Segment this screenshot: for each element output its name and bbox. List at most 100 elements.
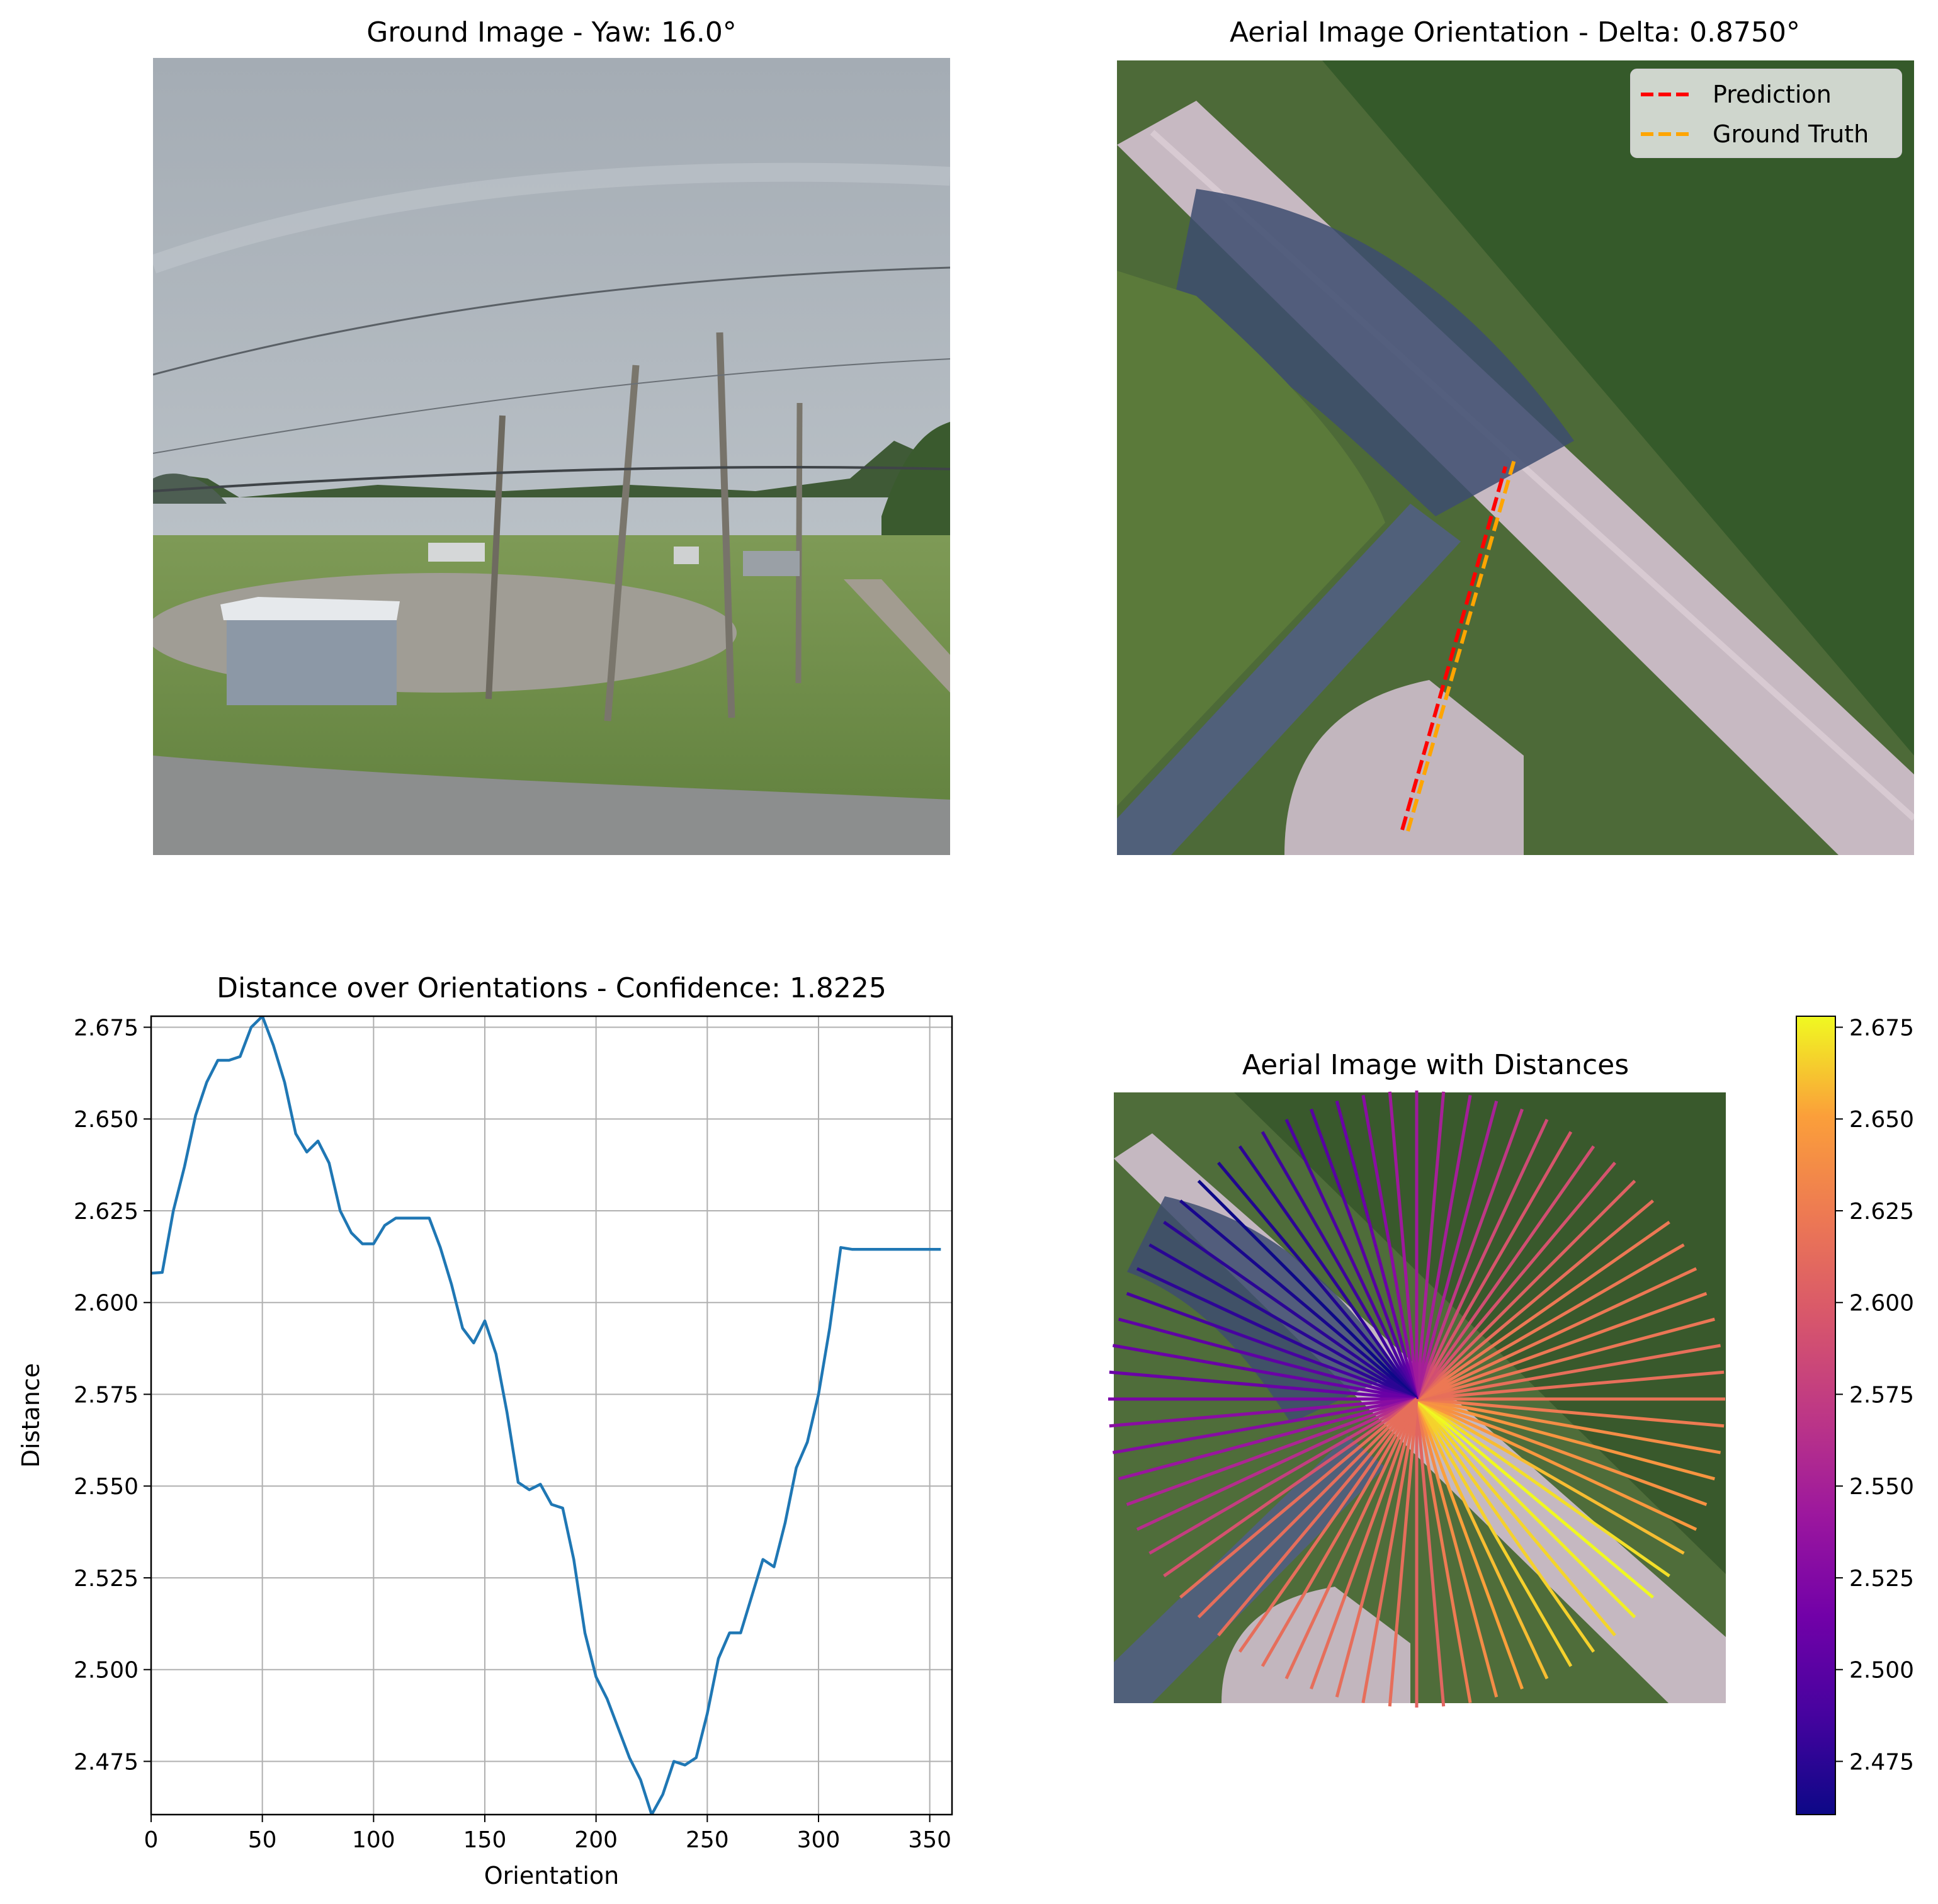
x-tick-label: 300 <box>797 1827 841 1853</box>
radial-distance-line <box>1415 1398 1499 1697</box>
radial-distance-line <box>1361 1094 1419 1400</box>
prediction-line <box>1400 466 1507 830</box>
colorbar: 2.475 2.500 2.525 2.550 2.575 2.600 2.625 2.650… <box>1796 1015 1914 1815</box>
radial-distance-line <box>1415 1267 1697 1401</box>
radial-distance-line <box>1415 1091 1446 1400</box>
colorbar-tick-label: 2.650 <box>1849 1107 1914 1133</box>
colorbar-gradient <box>1796 1016 1836 1815</box>
radial-distance-line <box>1415 1397 1697 1531</box>
ground-image <box>153 58 950 855</box>
radial-distance-line <box>1415 1398 1524 1690</box>
radial-distance-line <box>1415 1398 1472 1704</box>
radial-distance-line <box>1415 1094 1472 1400</box>
colorbar-tick-label: 2.600 <box>1849 1291 1914 1317</box>
radial-distance-line <box>1416 1370 1725 1401</box>
y-tick-label: 2.550 <box>74 1474 139 1500</box>
radial-distance-line <box>1261 1131 1419 1400</box>
ground-truth-line <box>1406 457 1517 832</box>
radial-distance-line <box>1197 1179 1418 1400</box>
radial-distance-line <box>1179 1199 1418 1400</box>
aerial-legend: Prediction Ground Truth <box>1630 69 1902 158</box>
colorbar-tick-label: 2.625 <box>1849 1199 1914 1225</box>
radial-distance-line <box>1415 1398 1573 1667</box>
x-tick-label: 150 <box>463 1827 507 1853</box>
radial-distance-line <box>1415 1398 1655 1599</box>
colorbar-tick-label: 2.500 <box>1849 1658 1914 1684</box>
radial-distance-line <box>1217 1161 1418 1400</box>
y-tick-label: 2.525 <box>74 1566 139 1592</box>
x-tick-label: 250 <box>686 1827 729 1853</box>
x-tick-label: 350 <box>908 1827 951 1853</box>
radial-distance-line <box>1416 1397 1708 1506</box>
radial-distance-line <box>1415 1243 1685 1401</box>
radial-distance-line <box>1148 1243 1418 1401</box>
radial-distance-line <box>1415 1398 1549 1680</box>
y-tick-label: 2.600 <box>74 1291 139 1317</box>
grid <box>150 1016 952 1815</box>
x-tick-label: 50 <box>248 1827 277 1853</box>
radial-distance-line <box>1415 1145 1595 1400</box>
radial-distance-line <box>1179 1398 1418 1599</box>
radial-distance-line <box>1163 1397 1418 1578</box>
radial-distance-line <box>1238 1145 1419 1400</box>
distance-line-chart: 0 50 100 150 200 250 300 350 2.475 2.500 2.525 2.55… <box>17 1015 953 1890</box>
radial-distance-line <box>1416 1397 1715 1481</box>
colorbar-tick-label: 2.675 <box>1849 1015 1914 1041</box>
colorbar-tick-label: 2.550 <box>1849 1474 1914 1500</box>
y-axis-label: Distance <box>17 1363 45 1468</box>
radial-distance-line <box>1416 1397 1721 1454</box>
aerial-image <box>1117 60 1914 855</box>
radial-distance-line <box>1112 1344 1417 1401</box>
ground-image-title: Ground Image - Yaw: 16.0° <box>366 16 737 48</box>
radial-distance-line <box>1415 1397 1670 1578</box>
radial-distance-line <box>1261 1398 1419 1667</box>
radial-distance-line <box>1415 1398 1616 1637</box>
radial-distance-line <box>1415 1199 1655 1400</box>
radial-distance-line <box>1310 1108 1419 1400</box>
radial-distance-line <box>1415 1101 1499 1400</box>
y-tick-label: 2.575 <box>74 1382 139 1408</box>
x-axis-label: Orientation <box>484 1862 620 1890</box>
legend-prediction-label: Prediction <box>1713 81 1832 108</box>
legend-ground-truth-label: Ground Truth <box>1713 120 1869 148</box>
radial-distance-line <box>1197 1398 1418 1619</box>
radial-distance-line <box>1416 1292 1708 1401</box>
aerial-orientation-title: Aerial Image Orientation - Delta: 0.8750… <box>1230 16 1800 48</box>
radial-distance-line <box>1415 1131 1573 1400</box>
y-tick-label: 2.475 <box>74 1749 139 1775</box>
radial-distance-line <box>1415 1161 1616 1400</box>
radial-distance-line <box>1415 1397 1685 1555</box>
radial-distance-line <box>1415 1398 1595 1653</box>
radial-distance-line <box>1416 1397 1725 1428</box>
radial-distance-line <box>1284 1118 1419 1400</box>
radial-distance-line <box>1335 1398 1419 1697</box>
radial-distance-line <box>1415 1108 1524 1400</box>
radial-distance-line <box>1415 1398 1636 1619</box>
radial-distance-line <box>1118 1317 1417 1401</box>
x-tick-label: 200 <box>574 1827 618 1853</box>
radial-distance-lines <box>1108 1091 1725 1708</box>
radial-distance-line <box>1118 1397 1417 1481</box>
radial-distance-line <box>1112 1397 1417 1454</box>
radial-distance-line <box>1284 1398 1419 1680</box>
radial-distance-line <box>1310 1398 1419 1690</box>
radial-distance-line <box>1126 1292 1417 1401</box>
radial-distance-line <box>1109 1370 1417 1401</box>
colorbar-tick-label: 2.475 <box>1849 1749 1914 1775</box>
radial-distance-line <box>1388 1398 1419 1707</box>
y-tick-label: 2.675 <box>74 1015 139 1041</box>
x-tick-label: 0 <box>144 1827 159 1853</box>
radial-distance-line <box>1415 1220 1670 1401</box>
distance-series-line <box>151 1016 941 1815</box>
radial-distance-line <box>1415 1398 1446 1707</box>
radial-distance-line <box>1238 1398 1419 1653</box>
radial-distance-line <box>1335 1101 1419 1400</box>
radial-distance-line <box>1415 1118 1549 1400</box>
radial-distance-line <box>1148 1397 1418 1555</box>
y-tick-label: 2.500 <box>74 1658 139 1684</box>
radial-distance-line <box>1217 1398 1418 1637</box>
aerial-distances-title: Aerial Image with Distances <box>1242 1049 1629 1081</box>
radial-distance-line <box>1415 1179 1636 1400</box>
radial-distance-line <box>1416 1317 1715 1401</box>
y-tick-label: 2.650 <box>74 1107 139 1133</box>
